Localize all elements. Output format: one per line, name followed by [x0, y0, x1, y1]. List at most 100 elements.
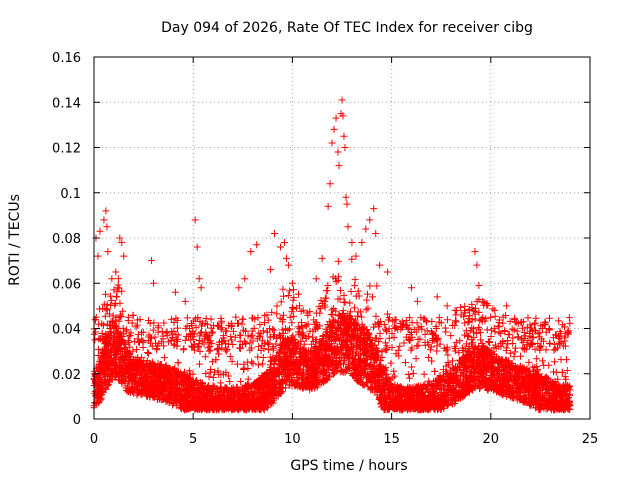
- data-point: [193, 376, 201, 384]
- data-point: [530, 387, 538, 395]
- data-point: [309, 364, 317, 372]
- data-point: [495, 388, 503, 396]
- data-point: [99, 348, 107, 356]
- data-point: [519, 367, 527, 375]
- data-point: [334, 318, 342, 326]
- data-point: [219, 370, 227, 378]
- data-point: [487, 333, 495, 341]
- data-point: [132, 355, 140, 363]
- data-point: [107, 301, 115, 309]
- data-point: [329, 370, 337, 378]
- data-point: [344, 330, 352, 338]
- data-point: [250, 390, 258, 398]
- data-point: [455, 349, 463, 357]
- data-point: [285, 381, 293, 389]
- data-point: [281, 352, 289, 360]
- data-point: [209, 398, 217, 406]
- data-point: [487, 313, 495, 321]
- data-point: [142, 369, 150, 377]
- data-point: [407, 405, 415, 413]
- data-point: [227, 388, 235, 396]
- data-point: [215, 399, 223, 407]
- data-point: [383, 398, 391, 406]
- data-point: [124, 349, 132, 357]
- data-point: [149, 370, 157, 378]
- data-point: [267, 358, 275, 366]
- data-point: [375, 376, 383, 384]
- data-point: [233, 360, 241, 368]
- data-point: [109, 369, 117, 377]
- data-point: [150, 362, 158, 370]
- data-point: [359, 358, 367, 366]
- data-point: [205, 347, 213, 355]
- data-point: [460, 366, 468, 374]
- data-point: [444, 382, 452, 390]
- data-point: [124, 356, 132, 364]
- data-point: [532, 376, 540, 384]
- data-point: [202, 385, 210, 393]
- data-point: [334, 312, 342, 320]
- data-point: [244, 364, 252, 372]
- data-point: [533, 362, 541, 370]
- data-point: [423, 386, 431, 394]
- data-point: [284, 354, 292, 362]
- data-point: [558, 387, 566, 395]
- data-point: [388, 386, 396, 394]
- data-point: [456, 337, 464, 345]
- data-point: [424, 399, 432, 407]
- data-point: [306, 355, 314, 363]
- data-point: [503, 376, 511, 384]
- data-point: [99, 379, 107, 387]
- data-point: [257, 376, 265, 384]
- data-point: [448, 399, 456, 407]
- data-point: [140, 381, 148, 389]
- data-point: [96, 358, 104, 366]
- data-point: [372, 348, 380, 356]
- data-point: [246, 339, 254, 347]
- data-point: [141, 368, 149, 376]
- data-point: [176, 380, 184, 388]
- data-point: [230, 387, 238, 395]
- data-point: [508, 394, 516, 402]
- data-point: [312, 365, 320, 373]
- data-point: [328, 330, 336, 338]
- data-point: [244, 382, 252, 390]
- data-point: [409, 391, 417, 399]
- data-point: [248, 358, 256, 366]
- data-point: [445, 377, 453, 385]
- data-point: [318, 368, 326, 375]
- data-point: [338, 368, 346, 376]
- data-point: [532, 404, 540, 412]
- data-point: [483, 361, 491, 369]
- data-point: [383, 374, 391, 382]
- data-point: [539, 357, 547, 365]
- data-point: [121, 370, 129, 378]
- data-point: [517, 352, 525, 360]
- data-point: [244, 375, 252, 383]
- data-point: [254, 361, 262, 369]
- data-point: [430, 388, 438, 396]
- data-point: [402, 397, 410, 405]
- data-point: [408, 363, 416, 371]
- data-point: [259, 354, 267, 362]
- data-point: [384, 391, 392, 399]
- data-point: [132, 371, 140, 379]
- data-point: [534, 366, 542, 374]
- data-point: [449, 364, 457, 372]
- data-point: [348, 352, 356, 360]
- data-point: [202, 369, 210, 377]
- data-point: [169, 399, 177, 407]
- data-point: [370, 354, 378, 362]
- data-point: [457, 394, 465, 402]
- data-point: [511, 348, 519, 356]
- data-point: [331, 317, 339, 325]
- data-point: [406, 374, 414, 382]
- data-point: [104, 381, 112, 389]
- data-point: [336, 354, 344, 362]
- data-point: [375, 386, 383, 394]
- data-point: [327, 322, 335, 330]
- data-point: [307, 370, 315, 378]
- data-point: [543, 388, 551, 396]
- data-point: [226, 353, 234, 361]
- data-point: [300, 345, 308, 353]
